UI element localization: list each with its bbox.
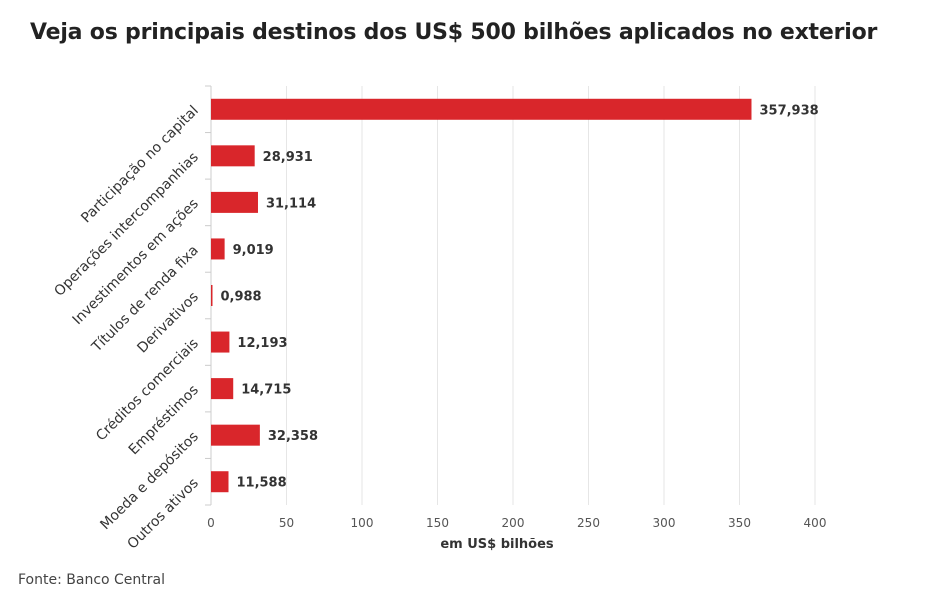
bar: [211, 424, 260, 446]
bar-value-label: 14,715: [241, 383, 291, 398]
x-tick-label: 100: [351, 516, 374, 530]
bar: [211, 145, 255, 167]
bar-value-label: 32,358: [268, 429, 318, 444]
bar: [211, 331, 230, 353]
x-tick-label: 250: [577, 516, 600, 530]
bar: [211, 285, 213, 306]
x-tick-label: 50: [279, 516, 294, 530]
bars: [211, 98, 752, 493]
bar-value-label: 28,931: [263, 150, 313, 165]
bar: [211, 98, 752, 120]
x-tick-label: 350: [728, 516, 751, 530]
axes: [205, 85, 212, 506]
value-labels: 357,938 28,931 31,114 9,019 0,988 12,193 14,71…: [220, 103, 818, 490]
bar-value-label: 31,114: [266, 196, 316, 211]
source-note: Fonte: Banco Central: [18, 572, 166, 588]
bar-value-label: 11,588: [236, 476, 286, 491]
x-tick-label: 300: [653, 516, 676, 530]
bar: [211, 191, 258, 213]
x-tick-label: 150: [426, 516, 449, 530]
bar-value-label: 357,938: [759, 103, 818, 118]
x-axis-title: em US$ bilhões: [440, 537, 554, 552]
gridlines: [286, 86, 816, 505]
bar: [211, 378, 234, 400]
x-tick-labels: 0 50 100 150 200 250 300 350 400: [207, 516, 826, 530]
x-tick-label: 0: [207, 516, 215, 530]
bar-value-label: 9,019: [233, 243, 274, 258]
chart-title: Veja os principais destinos dos US$ 500 …: [30, 20, 878, 45]
bar-value-label: 12,193: [237, 336, 287, 351]
x-tick-label: 200: [502, 516, 525, 530]
bar: [211, 238, 225, 260]
x-tick-label: 400: [804, 516, 827, 530]
bar-value-label: 0,988: [220, 290, 261, 305]
bar: [211, 471, 229, 493]
